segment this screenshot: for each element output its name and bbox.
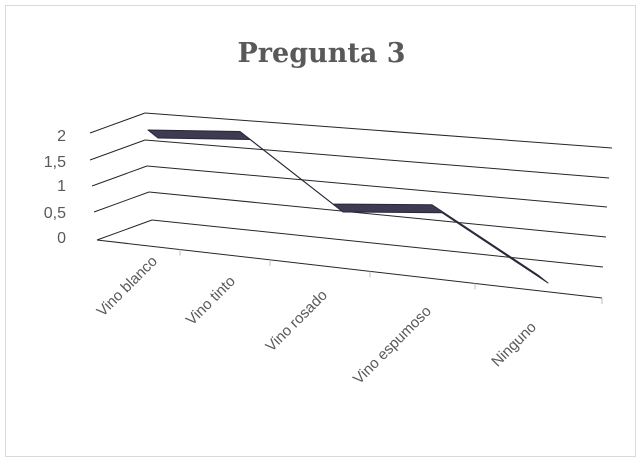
gridline (144, 139, 610, 179)
data-point (152, 133, 154, 135)
x-category-label: Vino rosado (262, 287, 330, 355)
data-point (542, 278, 544, 280)
axis-floor (96, 239, 603, 299)
gridline-depth (89, 112, 146, 134)
y-tick-label: 2 (57, 128, 66, 145)
y-tick-label: 1,5 (44, 154, 66, 171)
x-category-label: Vino blanco (94, 253, 161, 320)
y-tick-label: 1 (57, 178, 66, 195)
gridline-depth (93, 191, 150, 213)
gridline-depth (91, 165, 148, 187)
data-point (244, 135, 246, 136)
data-point (337, 207, 339, 209)
x-category-label: Ninguno (488, 319, 540, 371)
series-ribbon (147, 129, 549, 284)
x-category-label: Vino tinto (183, 273, 239, 329)
gridline-depth (96, 219, 153, 241)
y-tick-label: 0,5 (44, 205, 66, 222)
data-point (436, 208, 438, 210)
chart-title: Pregunta 3 (237, 38, 406, 69)
x-category-label: Vino espumoso (350, 303, 435, 388)
gridline (148, 191, 607, 238)
gridline (144, 112, 613, 149)
chart-frame (5, 5, 636, 457)
gridline (146, 165, 608, 208)
gridline (151, 219, 604, 268)
gridline-depth (89, 139, 146, 161)
y-tick-label: 0 (57, 230, 66, 247)
